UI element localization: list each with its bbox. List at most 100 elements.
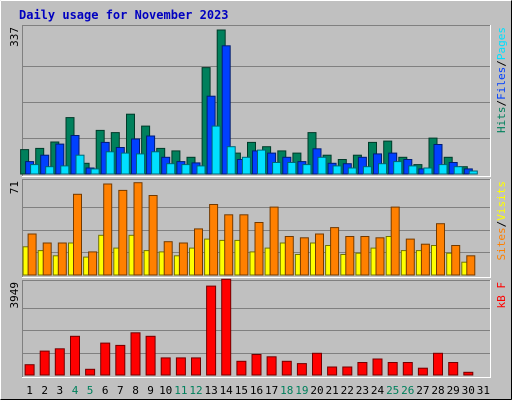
bar-files-day-23 bbox=[357, 156, 367, 175]
bar-pages-day-3 bbox=[60, 165, 70, 175]
x-tick-label: 26 bbox=[401, 384, 414, 397]
bar-sites-day-8 bbox=[133, 182, 143, 276]
bar-kb-f-day-16 bbox=[251, 354, 262, 376]
bar-sites-day-26 bbox=[405, 238, 415, 276]
bar-sites-day-24 bbox=[375, 237, 385, 276]
x-tick-label: 11 bbox=[174, 384, 187, 397]
bar-sites-day-10 bbox=[163, 241, 173, 276]
x-tick-label: 16 bbox=[250, 384, 263, 397]
bar-sites-day-4 bbox=[73, 193, 82, 276]
bar-sites-day-21 bbox=[330, 227, 340, 276]
bar-pages-day-17 bbox=[272, 162, 282, 175]
legend-entry: kB F bbox=[495, 282, 508, 309]
x-tick-label: 18 bbox=[280, 384, 293, 397]
legend-entry: / bbox=[495, 60, 508, 67]
legend-entry: Sites bbox=[495, 227, 508, 260]
bar-kb-f-day-12 bbox=[191, 357, 201, 376]
bar-sites-day-30 bbox=[466, 255, 476, 276]
bar-sites-day-28 bbox=[436, 223, 445, 276]
bar-kb-f-day-6 bbox=[100, 342, 111, 376]
x-tick-label: 12 bbox=[189, 384, 202, 397]
bar-pages-day-16 bbox=[257, 149, 266, 175]
bar-pages-day-27 bbox=[423, 167, 433, 175]
panel-legend: kB F bbox=[495, 282, 508, 309]
bar-sites-day-12 bbox=[194, 228, 203, 276]
x-tick-label: 2 bbox=[41, 384, 48, 397]
bar-pages-day-15 bbox=[241, 156, 251, 175]
bar-kb-f-day-30 bbox=[463, 371, 474, 376]
bar-kb-f-day-24 bbox=[372, 358, 383, 376]
bar-pages-day-28 bbox=[438, 164, 448, 175]
bar-pages-day-12 bbox=[196, 165, 206, 175]
bar-sites-day-1 bbox=[27, 233, 37, 276]
bar-sites-day-13 bbox=[209, 204, 219, 276]
bar-kb-f-day-23 bbox=[357, 362, 368, 376]
bar-kb-f-day-22 bbox=[342, 366, 353, 376]
bar-pages-day-19 bbox=[302, 164, 312, 175]
bar-pages-day-9 bbox=[151, 151, 161, 175]
bar-pages-day-2 bbox=[45, 166, 55, 175]
bar-files-day-2 bbox=[40, 154, 50, 175]
panel-visits: 71 Sites/Visits bbox=[8, 179, 508, 278]
bar-pages-day-10 bbox=[166, 163, 176, 175]
bar-pages-day-22 bbox=[347, 167, 357, 175]
bar-kb-f-day-29 bbox=[448, 362, 459, 376]
bar-pages-day-30 bbox=[468, 170, 478, 175]
x-tick-label: 23 bbox=[356, 384, 369, 397]
bar-pages-day-24 bbox=[378, 163, 387, 175]
legend-entry: / bbox=[495, 100, 508, 107]
x-tick-label: 24 bbox=[371, 384, 385, 397]
bar-pages-day-7 bbox=[120, 152, 130, 175]
bar-sites-day-15 bbox=[239, 214, 249, 276]
panel-legend: Sites/Visits bbox=[495, 181, 508, 261]
x-tick-label: 21 bbox=[325, 384, 338, 397]
bar-sites-day-17 bbox=[269, 206, 279, 276]
bar-kb-f-day-13 bbox=[206, 285, 217, 376]
y-axis-max-label: 71 bbox=[8, 181, 21, 194]
x-tick-label: 8 bbox=[132, 384, 139, 397]
x-tick-label: 6 bbox=[102, 384, 109, 397]
bar-files-day-3 bbox=[55, 143, 65, 175]
bar-sites-day-22 bbox=[345, 236, 355, 276]
x-tick-label: 15 bbox=[235, 384, 248, 397]
bar-pages-day-25 bbox=[393, 161, 403, 175]
bar-sites-day-25 bbox=[390, 206, 400, 276]
legend-entry: / bbox=[495, 221, 508, 228]
x-tick-label: 19 bbox=[295, 384, 308, 397]
x-tick-label: 10 bbox=[159, 384, 172, 397]
bar-pages-day-8 bbox=[136, 153, 145, 175]
bar-kb-f-day-19 bbox=[296, 363, 307, 376]
x-tick-label: 28 bbox=[431, 384, 444, 397]
y-axis-max-label: 3949 bbox=[8, 282, 21, 309]
bar-sites-day-16 bbox=[254, 222, 264, 276]
legend-entry: Pages bbox=[495, 27, 508, 60]
bar-pages-day-23 bbox=[362, 166, 372, 175]
bar-sites-day-9 bbox=[148, 195, 158, 276]
x-tick-label: 29 bbox=[447, 384, 460, 397]
x-tick-label: 31 bbox=[477, 384, 490, 397]
bar-kb-f-day-9 bbox=[145, 335, 156, 376]
bar-kb-f-day-5 bbox=[85, 368, 96, 376]
x-tick-label: 30 bbox=[462, 384, 475, 397]
bar-kb-f-day-2 bbox=[39, 350, 50, 376]
bar-kb-f-day-11 bbox=[175, 357, 186, 376]
panel-legend: Hits/Files/Pages bbox=[495, 27, 508, 133]
bar-files-day-14 bbox=[221, 45, 231, 175]
bar-kb-f-day-28 bbox=[433, 352, 443, 376]
bar-sites-day-27 bbox=[420, 243, 430, 276]
bar-kb-f-day-21 bbox=[327, 366, 338, 376]
legend-entry: Visits bbox=[495, 181, 508, 221]
bar-pages-day-13 bbox=[211, 125, 221, 175]
x-tick-label: 17 bbox=[265, 384, 278, 397]
x-tick-label: 20 bbox=[310, 384, 323, 397]
bar-kb-f-day-17 bbox=[266, 356, 277, 376]
bar-pages-day-21 bbox=[332, 165, 342, 175]
bar-kb-f-day-25 bbox=[387, 362, 398, 376]
x-axis-labels: 1 2 3 4 5 6 7 8 9 10 11 12 13 14 15 16 17 18 19 20 21 22 23 24 2… bbox=[26, 384, 490, 397]
bar-kb-f-day-26 bbox=[402, 362, 413, 376]
bar-kb-f-day-20 bbox=[312, 352, 322, 376]
bar-sites-day-11 bbox=[178, 242, 188, 276]
x-tick-label: 22 bbox=[341, 384, 354, 397]
x-tick-label: 14 bbox=[220, 384, 234, 397]
